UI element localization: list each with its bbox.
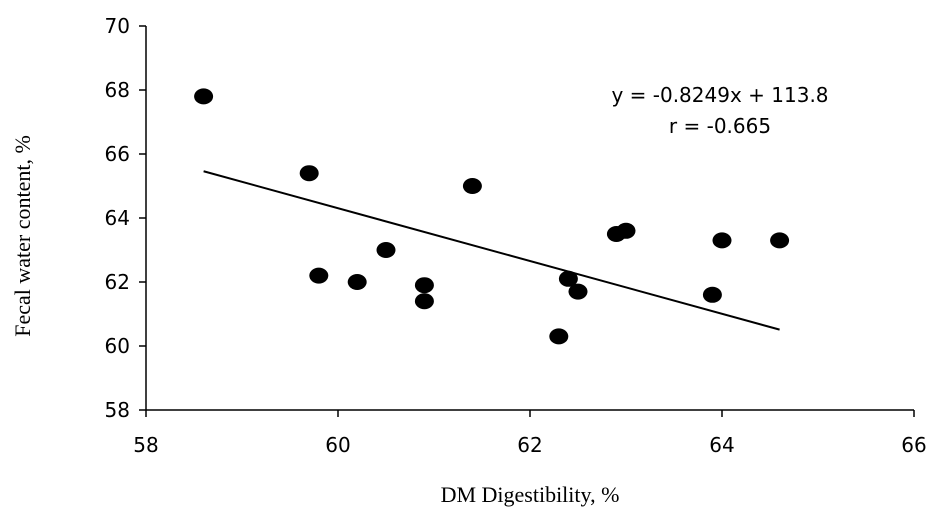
- data-point: [376, 242, 396, 258]
- data-point: [414, 277, 434, 294]
- data-point: [549, 328, 569, 345]
- x-axis-ticks: 58 60 62 64 66: [133, 410, 927, 457]
- data-point: [347, 274, 367, 290]
- y-tick-label: 64: [105, 206, 130, 230]
- data-point: [558, 270, 578, 287]
- x-tick-label: 64: [709, 433, 734, 457]
- x-tick-label: 66: [901, 433, 926, 457]
- data-point: [702, 286, 722, 303]
- data-points: [194, 88, 790, 345]
- x-axis-title: DM Digestibility, %: [441, 482, 620, 507]
- y-tick-label: 62: [105, 270, 130, 294]
- y-axis-ticks: 58 60 62 64 66 68 70: [105, 14, 146, 422]
- y-tick-label: 66: [105, 142, 130, 166]
- y-tick-label: 68: [105, 78, 130, 102]
- data-point: [194, 88, 214, 105]
- y-axis-title: Fecal water content, %: [10, 135, 35, 337]
- x-tick-label: 58: [133, 433, 158, 457]
- data-point: [309, 267, 329, 284]
- data-point: [712, 232, 732, 249]
- x-tick-label: 60: [325, 433, 350, 457]
- data-point: [299, 165, 319, 182]
- data-point: [462, 178, 482, 194]
- r-value-annotation: r = -0.665: [669, 114, 771, 138]
- y-tick-label: 60: [105, 334, 130, 358]
- data-point: [770, 232, 790, 249]
- x-tick-label: 62: [517, 433, 542, 457]
- equation-annotation: y = -0.8249x + 113.8: [611, 83, 828, 107]
- y-tick-label: 58: [105, 398, 130, 422]
- data-point: [414, 293, 434, 310]
- y-tick-label: 70: [105, 14, 130, 38]
- trendline: [203, 170, 780, 331]
- data-point: [616, 222, 636, 239]
- data-point: [568, 283, 588, 300]
